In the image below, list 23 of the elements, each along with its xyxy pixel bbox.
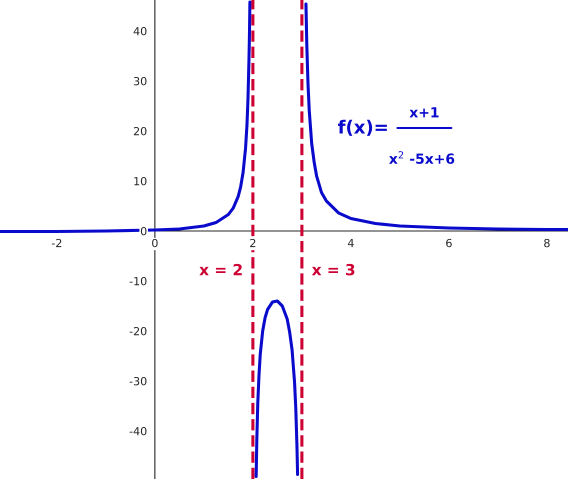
ref-line-label: x = 3 — [312, 264, 354, 276]
x-tick-label: -2 — [52, 238, 62, 248]
x-tick-label: 8 — [544, 238, 550, 248]
y-tick-label: 40 — [134, 26, 146, 36]
ref-line-label: x = 2 — [199, 264, 242, 276]
x-tick-label: 2 — [250, 238, 256, 248]
y-tick-label: 10 — [134, 176, 146, 186]
annotation: x+1 — [409, 107, 439, 118]
annotation: x$^{2}$ -5x+6 — [389, 151, 454, 164]
x-tick-label: 6 — [446, 238, 452, 248]
x-tick-label: 0 — [152, 238, 158, 248]
y-tick-label: 20 — [134, 126, 146, 136]
line-series — [254, 299, 300, 478]
y-tick-label: -20 — [130, 326, 146, 336]
annotation: f(x)= — [338, 120, 387, 136]
y-tick-label: -40 — [130, 426, 146, 436]
line-series — [0, 0, 252, 234]
y-tick-label: 30 — [134, 76, 146, 86]
line-series — [304, 2, 568, 232]
y-tick-label: -30 — [130, 376, 146, 386]
y-tick-label: -10 — [130, 276, 146, 286]
x-tick-label: 4 — [348, 238, 354, 248]
y-tick-label: 0 — [140, 226, 146, 236]
